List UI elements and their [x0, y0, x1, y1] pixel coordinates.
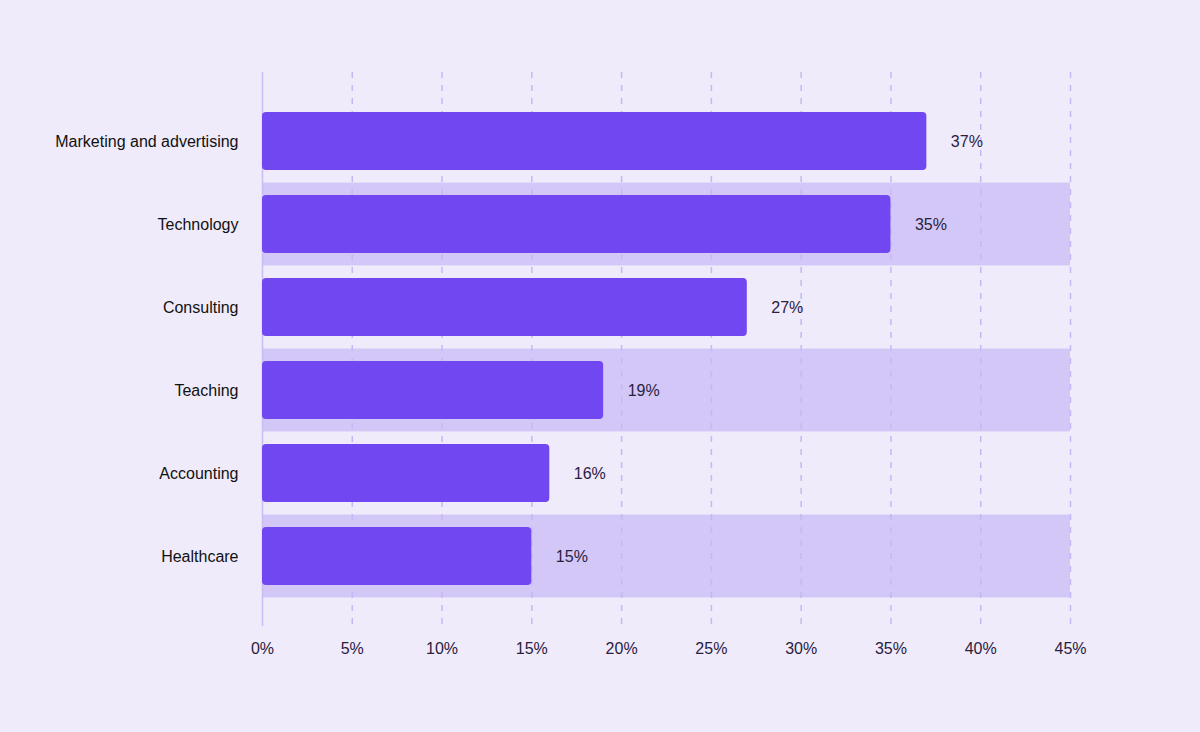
svg-text:10%: 10% — [426, 640, 458, 657]
svg-text:0%: 0% — [251, 640, 274, 657]
svg-text:45%: 45% — [1054, 640, 1086, 657]
svg-text:Marketing and advertising: Marketing and advertising — [55, 133, 238, 150]
svg-text:35%: 35% — [915, 216, 947, 233]
svg-text:Teaching: Teaching — [174, 382, 238, 399]
svg-text:Accounting: Accounting — [159, 465, 238, 482]
svg-text:15%: 15% — [556, 548, 588, 565]
svg-text:Healthcare: Healthcare — [161, 548, 238, 565]
svg-text:19%: 19% — [628, 382, 660, 399]
svg-text:20%: 20% — [606, 640, 638, 657]
svg-text:30%: 30% — [785, 640, 817, 657]
svg-text:Technology: Technology — [158, 216, 239, 233]
svg-text:40%: 40% — [965, 640, 997, 657]
svg-text:25%: 25% — [695, 640, 727, 657]
svg-text:5%: 5% — [341, 640, 364, 657]
svg-text:15%: 15% — [516, 640, 548, 657]
svg-text:27%: 27% — [771, 299, 803, 316]
svg-text:16%: 16% — [574, 465, 606, 482]
svg-text:35%: 35% — [875, 640, 907, 657]
svg-text:Consulting: Consulting — [163, 299, 239, 316]
svg-text:37%: 37% — [951, 133, 983, 150]
